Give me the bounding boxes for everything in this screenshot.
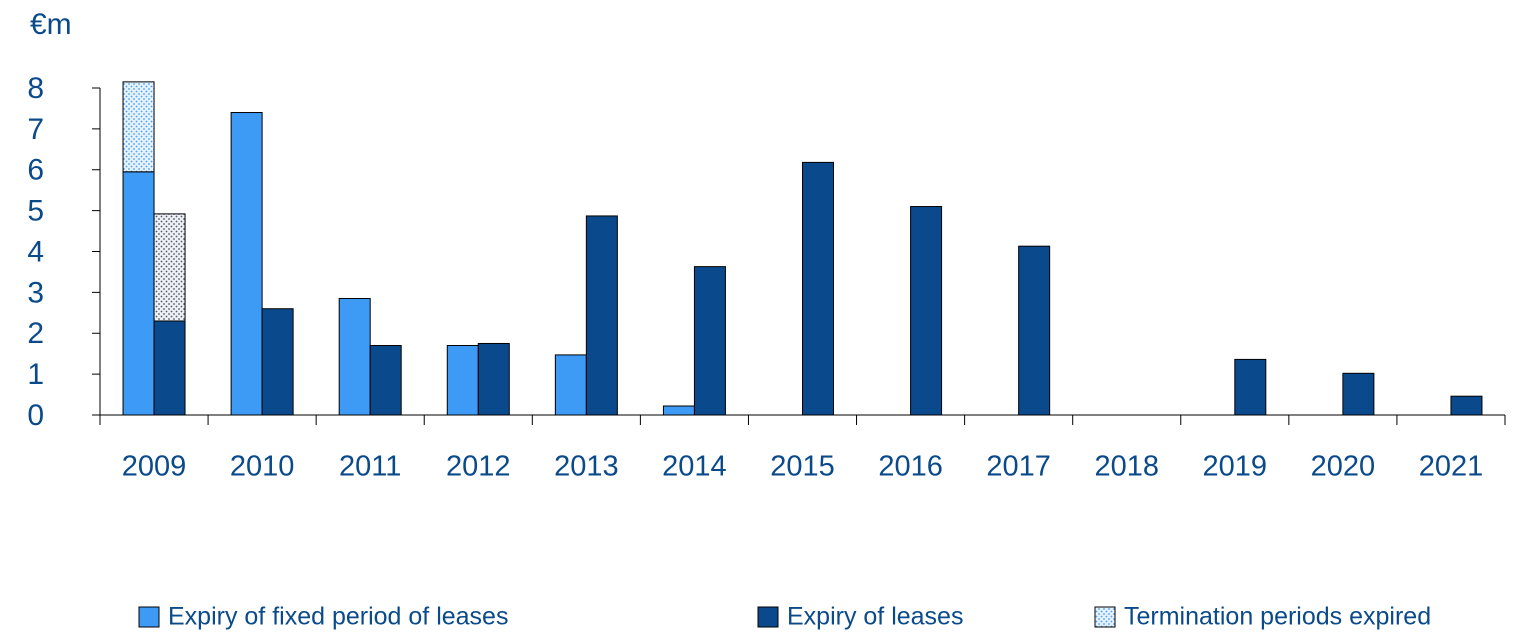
x-tick-label: 2013 bbox=[554, 451, 619, 483]
bar bbox=[261, 308, 294, 416]
x-tick-label: 2015 bbox=[770, 451, 835, 483]
bar bbox=[1234, 358, 1267, 416]
x-tick-label: 2018 bbox=[1094, 451, 1159, 483]
y-tick-label: 7 bbox=[27, 113, 44, 146]
legend-label: Termination periods expired bbox=[1124, 603, 1431, 631]
bar bbox=[369, 345, 402, 416]
x-tick-label: 2010 bbox=[230, 451, 295, 483]
x-tick-label: 2017 bbox=[986, 451, 1051, 483]
legend-label: Expiry of leases bbox=[787, 603, 963, 631]
bar bbox=[446, 345, 479, 416]
bar bbox=[153, 213, 186, 322]
y-tick-label: 1 bbox=[27, 358, 44, 391]
bar bbox=[477, 342, 510, 416]
x-tick-label: 2009 bbox=[122, 451, 187, 483]
x-tick-label: 2016 bbox=[878, 451, 943, 483]
bar bbox=[662, 405, 695, 416]
bar bbox=[338, 298, 371, 416]
legend-swatch bbox=[138, 606, 160, 628]
x-tick-label: 2014 bbox=[662, 451, 727, 483]
y-tick-label: 3 bbox=[27, 276, 44, 309]
y-tick-label: 4 bbox=[27, 235, 44, 268]
x-tick-label: 2012 bbox=[446, 451, 511, 483]
y-tick-label: 5 bbox=[27, 195, 44, 228]
legend-swatch bbox=[757, 606, 779, 628]
bar bbox=[585, 215, 618, 416]
bar bbox=[153, 320, 186, 416]
bar bbox=[122, 171, 155, 416]
bar bbox=[802, 161, 834, 416]
y-tick-label: 8 bbox=[27, 72, 44, 105]
bar bbox=[122, 81, 155, 173]
bar bbox=[910, 206, 943, 416]
unit-label: €m bbox=[30, 8, 72, 41]
bar bbox=[693, 266, 726, 416]
y-tick-label: 0 bbox=[27, 399, 44, 432]
bar bbox=[1450, 395, 1483, 416]
x-tick-label: 2011 bbox=[339, 451, 401, 483]
bar bbox=[1018, 245, 1051, 416]
x-tick-label: 2019 bbox=[1203, 451, 1268, 483]
legend-label: Expiry of fixed period of leases bbox=[168, 603, 508, 631]
bar bbox=[554, 354, 587, 416]
x-tick-label: 2021 bbox=[1419, 451, 1484, 483]
bar bbox=[230, 112, 263, 416]
bar bbox=[1342, 372, 1375, 416]
y-tick-label: 2 bbox=[27, 317, 44, 350]
legend-swatch bbox=[1094, 606, 1116, 628]
x-tick-label: 2020 bbox=[1311, 451, 1376, 483]
y-tick-label: 6 bbox=[27, 154, 44, 187]
